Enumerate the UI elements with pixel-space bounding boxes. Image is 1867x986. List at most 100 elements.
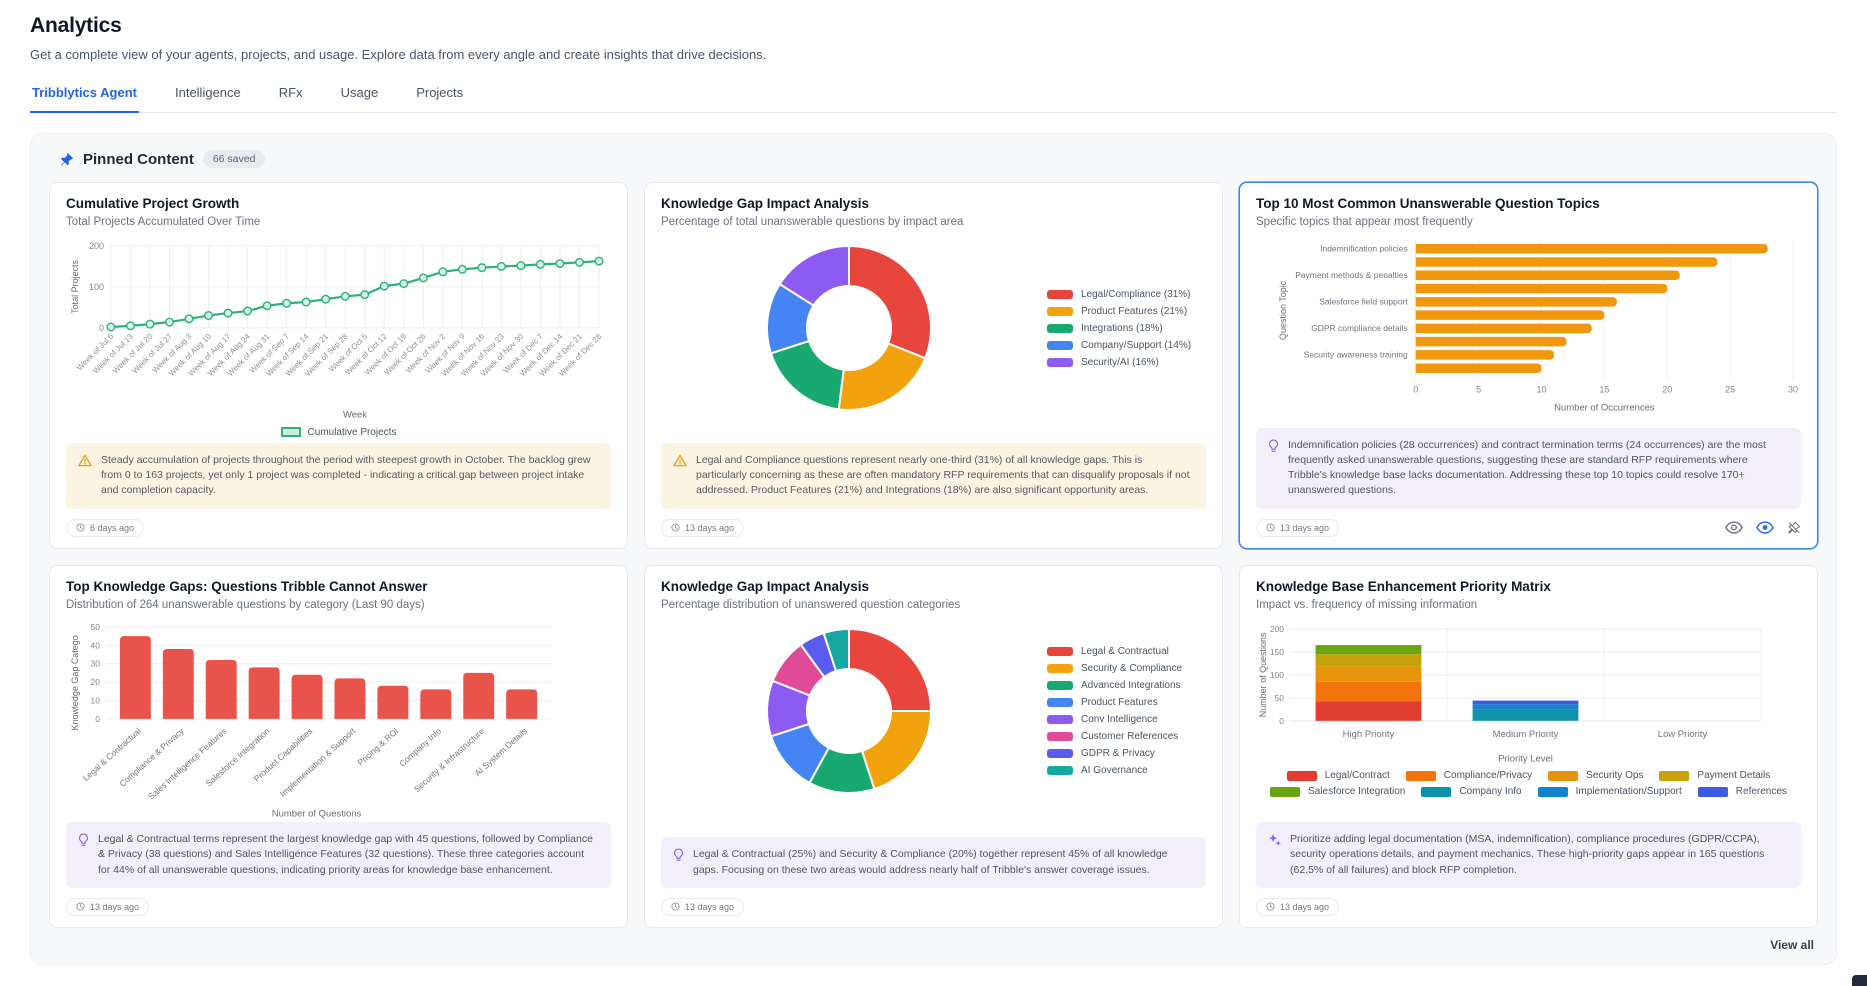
svg-text:Payment methods & penalties: Payment methods & penalties bbox=[1295, 270, 1408, 280]
card-footer: 13 days ago bbox=[1256, 518, 1801, 537]
view-all-link[interactable]: View all bbox=[1770, 937, 1814, 952]
svg-text:Company Info: Company Info bbox=[397, 725, 443, 768]
timestamp-badge: 13 days ago bbox=[661, 897, 745, 916]
legend-label: AI Governance bbox=[1081, 764, 1148, 776]
svg-text:Priority Level: Priority Level bbox=[1498, 753, 1553, 764]
legend-swatch bbox=[1047, 340, 1073, 350]
legend-swatch bbox=[1047, 646, 1073, 656]
legend-swatch bbox=[1659, 770, 1690, 781]
legend-swatch bbox=[1047, 748, 1073, 758]
legend-label: Conv Intelligence bbox=[1081, 713, 1158, 725]
legend-item: Implementation/Support bbox=[1537, 786, 1682, 798]
svg-text:200: 200 bbox=[1270, 623, 1284, 633]
legend-label: Company Info bbox=[1459, 786, 1522, 798]
legend-item: AI Governance bbox=[1047, 765, 1182, 776]
legend-label: Security & Compliance bbox=[1081, 662, 1183, 674]
card-top-knowledge-gaps[interactable]: Top Knowledge Gaps: Questions Tribble Ca… bbox=[49, 564, 628, 928]
warning-text: Steady accumulation of projects througho… bbox=[101, 453, 591, 497]
legend-label: Company/Support (14%) bbox=[1081, 339, 1192, 351]
svg-text:0: 0 bbox=[1279, 715, 1284, 725]
svg-text:Total Projects: Total Projects bbox=[70, 259, 80, 313]
pinned-cards-grid: Cumulative Project Growth Total Projects… bbox=[49, 182, 1818, 928]
legend-item: Salesforce Integration bbox=[1270, 786, 1405, 797]
card-footer: 13 days ago bbox=[66, 897, 611, 916]
svg-text:Medium Priority: Medium Priority bbox=[1493, 728, 1559, 739]
timestamp-badge: 13 days ago bbox=[661, 518, 745, 537]
svg-text:Salesforce field support: Salesforce field support bbox=[1319, 297, 1408, 307]
warning-note: Steady accumulation of projects througho… bbox=[66, 442, 611, 509]
legend-label: Advanced Integrations bbox=[1081, 679, 1181, 691]
scrollbar-corner bbox=[1852, 975, 1867, 986]
svg-text:200: 200 bbox=[89, 241, 104, 251]
tab-projects[interactable]: Projects bbox=[416, 85, 464, 100]
svg-text:0: 0 bbox=[1413, 385, 1418, 395]
legend-item: References bbox=[1697, 786, 1787, 797]
clock-icon bbox=[1266, 902, 1275, 911]
legend-item: Advanced Integrations bbox=[1047, 680, 1182, 691]
legend-item: Compliance/Privacy bbox=[1405, 770, 1533, 782]
timestamp-badge: 13 days ago bbox=[1256, 518, 1340, 537]
card-knowledge-gap-impact-analysis[interactable]: Knowledge Gap Impact Analysis Percentage… bbox=[644, 182, 1223, 549]
card-title: Knowledge Base Enhancement Priority Matr… bbox=[1256, 578, 1551, 594]
legend-item: Payment Details bbox=[1659, 770, 1770, 781]
legend-swatch bbox=[1047, 306, 1073, 316]
card-subtitle: Percentage distribution of unanswered qu… bbox=[661, 598, 961, 611]
svg-text:50: 50 bbox=[1275, 692, 1285, 702]
unpin-icon[interactable] bbox=[1787, 521, 1801, 535]
legend-label: Salesforce Integration bbox=[1308, 786, 1406, 798]
tab-usage[interactable]: Usage bbox=[340, 85, 379, 100]
timestamp-text: 13 days ago bbox=[90, 901, 140, 912]
legend-swatch bbox=[1537, 786, 1568, 797]
sparkles-icon bbox=[1268, 833, 1281, 878]
insight-text: Legal & Contractual (25%) and Security &… bbox=[693, 848, 1168, 876]
timestamp-text: 13 days ago bbox=[1280, 901, 1330, 912]
eye-icon[interactable] bbox=[1725, 521, 1743, 534]
svg-text:30: 30 bbox=[91, 658, 101, 668]
legend-item: Product Features bbox=[1047, 697, 1182, 708]
warning-text: Legal and Compliance questions represent… bbox=[696, 453, 1190, 497]
legend-label: Implementation/Support bbox=[1575, 786, 1682, 798]
svg-text:100: 100 bbox=[1270, 669, 1284, 679]
knowledge-gaps-bar-chart: 0 10 20 30 40 50 Legal & Contractual Compliance… bbox=[66, 619, 611, 823]
insight-text: Indemnification policies (28 occurrences… bbox=[1288, 438, 1766, 497]
card-footer: 13 days ago bbox=[661, 897, 1206, 916]
svg-text:0: 0 bbox=[95, 713, 100, 723]
tab-intelligence[interactable]: Intelligence bbox=[174, 85, 241, 100]
legend-swatch bbox=[1286, 770, 1317, 781]
card-knowledge-gap-categories[interactable]: Knowledge Gap Impact Analysis Percentage… bbox=[644, 564, 1223, 928]
tab-rfx[interactable]: RFx bbox=[278, 85, 303, 100]
card-top-10-unanswerable-topics[interactable]: Top 10 Most Common Unanswerable Question… bbox=[1239, 182, 1818, 549]
legend-swatch bbox=[1270, 786, 1301, 797]
svg-text:Pricing & ROI: Pricing & ROI bbox=[355, 725, 400, 767]
clock-icon bbox=[671, 523, 680, 532]
insight-note: Indemnification policies (28 occurrences… bbox=[1256, 427, 1801, 509]
page-title: Analytics bbox=[30, 14, 122, 37]
tab-tribblytics-agent[interactable]: Tribblytics Agent bbox=[30, 79, 139, 113]
svg-text:Implementation & Support: Implementation & Support bbox=[278, 725, 358, 798]
svg-text:10: 10 bbox=[91, 695, 101, 705]
legend-item: Security & Compliance bbox=[1047, 663, 1182, 674]
warning-note: Legal and Compliance questions represent… bbox=[661, 442, 1206, 509]
card-cumulative-project-growth[interactable]: Cumulative Project Growth Total Projects… bbox=[49, 182, 628, 549]
legend-swatch bbox=[1548, 770, 1579, 781]
card-priority-matrix[interactable]: Knowledge Base Enhancement Priority Matr… bbox=[1239, 564, 1818, 928]
lightbulb-icon bbox=[78, 833, 89, 878]
lightbulb-icon bbox=[1268, 439, 1279, 499]
clock-icon bbox=[76, 902, 85, 911]
legend-swatch bbox=[1697, 786, 1728, 797]
legend-label: Product Features bbox=[1081, 696, 1158, 708]
legend-item: Product Features (21%) bbox=[1047, 306, 1191, 317]
line-legend: Cumulative Projects bbox=[66, 427, 611, 438]
clock-icon bbox=[1266, 523, 1275, 532]
legend-item: Legal/Contract bbox=[1286, 770, 1390, 781]
timestamp-badge: 13 days ago bbox=[1256, 897, 1340, 916]
legend-label: Legal & Contractual bbox=[1081, 645, 1169, 657]
clock-icon bbox=[76, 523, 85, 532]
eye-active-icon[interactable] bbox=[1756, 521, 1774, 534]
legend-swatch bbox=[1047, 714, 1073, 724]
svg-text:40: 40 bbox=[91, 640, 101, 650]
legend-label: Compliance/Privacy bbox=[1443, 770, 1533, 782]
svg-text:150: 150 bbox=[1270, 646, 1284, 656]
legend-item: Conv Intelligence bbox=[1047, 714, 1182, 725]
insight-text: Prioritize adding legal documentation (M… bbox=[1290, 833, 1765, 876]
